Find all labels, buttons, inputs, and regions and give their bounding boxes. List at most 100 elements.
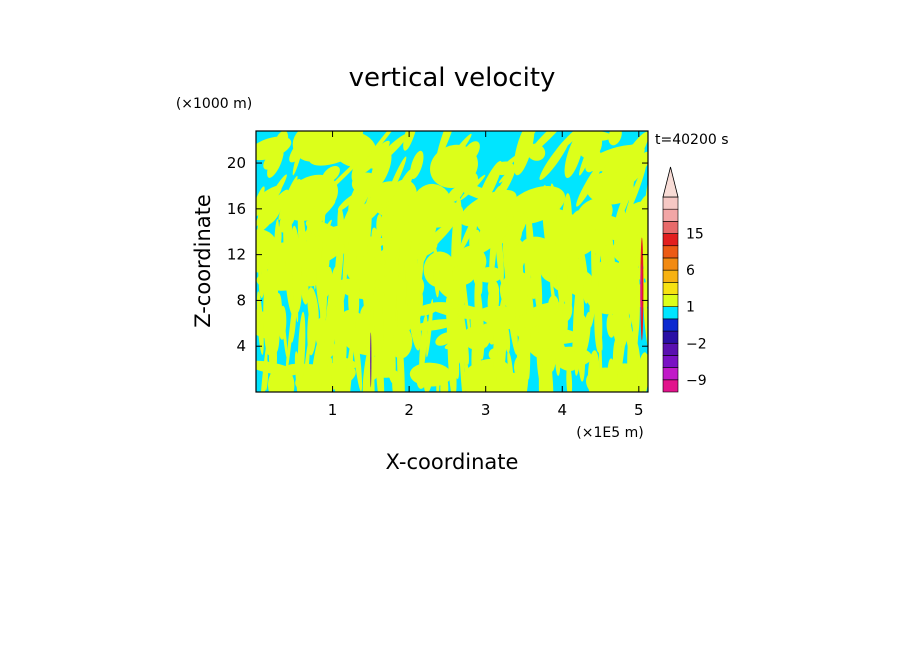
updraft-streak [461, 141, 480, 164]
colorbar-tick-label: 1 [686, 300, 695, 316]
updraft-column [618, 269, 632, 357]
updraft-streak [608, 131, 622, 146]
updraft-streak [439, 133, 472, 176]
colorbar-swatch [662, 208, 679, 222]
updraft-column [260, 246, 269, 299]
updraft-column [561, 313, 568, 337]
updraft-column [316, 210, 326, 282]
updraft-column [294, 351, 306, 392]
y-tick-label: 4 [236, 337, 246, 355]
y-tick-label: 16 [227, 200, 246, 218]
updraft-streak [535, 215, 563, 274]
updraft-column [406, 239, 411, 283]
colorbar-swatch [662, 245, 679, 259]
colorbar-tick-label: −9 [686, 373, 707, 389]
updraft-streak [458, 207, 481, 254]
updraft-streak [338, 193, 364, 246]
updraft-streak [318, 131, 347, 158]
updraft-streak [307, 199, 336, 225]
x-tick-label: 5 [634, 401, 644, 419]
updraft-column [574, 292, 584, 376]
colorbar-swatch [662, 257, 679, 271]
updraft-streak [476, 161, 502, 210]
updraft-column [426, 298, 434, 358]
updraft-column [436, 365, 440, 392]
updraft-streak [370, 149, 392, 189]
updraft-column [275, 226, 282, 251]
updraft-streak [555, 131, 593, 154]
x-axis-label: X-coordinate [386, 450, 519, 474]
y-tick-label: 8 [236, 291, 246, 309]
colorbar-tick-label: 15 [686, 227, 704, 243]
updraft-column [300, 336, 311, 392]
updraft-column [419, 314, 428, 378]
x-unit-label: (×1E5 m) [576, 425, 643, 441]
updraft-column [471, 315, 484, 379]
updraft-streak [301, 219, 332, 274]
updraft-column [342, 228, 349, 302]
plot-frame [255, 130, 649, 393]
updraft-column [363, 261, 376, 311]
strong-core [370, 332, 372, 388]
colorbar-swatch [662, 269, 679, 283]
updraft-column [549, 354, 556, 372]
updraft-streak [613, 131, 648, 186]
updraft-streak [292, 131, 307, 176]
colorbar-swatch [662, 196, 679, 210]
colorbar: 15 6 1 −2 −9 [662, 166, 707, 393]
updraft-column [292, 264, 299, 323]
x-axis-ticks: 1 2 3 4 5 [328, 131, 644, 419]
updraft-streak [478, 185, 502, 247]
updraft-column [300, 272, 309, 305]
x-tick-label: 2 [404, 401, 414, 419]
updraft-column [558, 264, 568, 318]
updraft-column [440, 375, 449, 392]
updraft-column [477, 330, 486, 353]
updraft-column [566, 363, 573, 392]
updraft-streak [273, 131, 289, 155]
updraft-column [320, 249, 328, 337]
updraft-column [416, 363, 428, 389]
strong-core [640, 263, 642, 321]
updraft-column [493, 315, 499, 369]
updraft-column [555, 346, 561, 376]
updraft-streak [564, 132, 584, 179]
updraft-column [359, 238, 369, 293]
updraft-column [315, 317, 328, 336]
updraft-column [397, 265, 406, 337]
updraft-streak [528, 131, 568, 156]
time-label: t=40200 s [655, 132, 729, 148]
updraft-streak [506, 221, 523, 249]
updraft-column [313, 234, 317, 290]
updraft-streak [576, 162, 603, 207]
updraft-streak [337, 194, 356, 211]
updraft-column [637, 352, 648, 392]
updraft-column [598, 327, 603, 392]
updraft-streak [356, 223, 371, 265]
updraft-streak [565, 225, 596, 268]
colorbar-swatch [662, 221, 679, 234]
updraft-streak [585, 149, 601, 173]
updraft-column [550, 276, 557, 316]
updraft-streak [341, 131, 362, 157]
updraft-column [407, 222, 419, 316]
updraft-streak [359, 140, 390, 175]
updraft-streak [256, 186, 265, 222]
updraft-streak [392, 168, 414, 208]
updraft-streak [447, 185, 464, 203]
updraft-column [607, 358, 620, 392]
updraft-streak [285, 195, 311, 221]
updraft-streak [421, 221, 436, 244]
colorbar-swatch [662, 379, 679, 393]
updraft-column [362, 339, 375, 392]
updraft-column [526, 292, 534, 330]
colorbar-swatch [662, 294, 679, 307]
x-tick-label: 3 [481, 401, 491, 419]
updraft-streak [391, 193, 411, 216]
plot-area [256, 131, 648, 392]
updraft-column [433, 246, 440, 298]
colorbar-swatch [662, 282, 679, 295]
updraft-column [619, 247, 632, 272]
updraft-streak [479, 224, 514, 254]
